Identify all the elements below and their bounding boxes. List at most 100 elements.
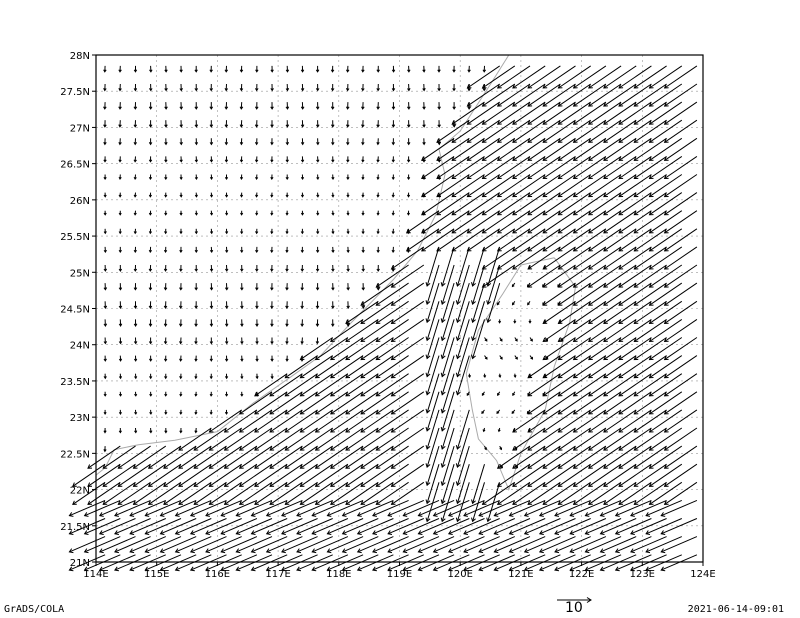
wind-vector (194, 65, 198, 73)
wind-vector (346, 192, 350, 198)
wind-vector (209, 156, 214, 163)
wind-vector (481, 228, 516, 252)
wind-vector (224, 156, 229, 163)
wind-vector (375, 445, 409, 469)
wind-vector (447, 518, 485, 535)
wind-vector (239, 120, 244, 128)
wind-vector (572, 373, 607, 397)
wind-vector (238, 409, 273, 433)
y-axis-ticks: 21N 21.5N 22N 22.5N 23N 23.5N 24N 24.5N 25N 25.5N… (60, 51, 96, 569)
wind-vector (496, 445, 531, 469)
wind-vector (527, 301, 531, 306)
wind-vector (148, 264, 153, 272)
grid-lines (95, 54, 704, 563)
wind-vector (265, 518, 303, 535)
wind-vector (238, 445, 273, 469)
wind-vector (331, 192, 335, 198)
wind-vector (422, 120, 426, 128)
wind-vector (663, 65, 698, 89)
wind-vector (311, 499, 349, 517)
wind-vector (346, 138, 350, 146)
wind-vector (618, 300, 652, 324)
wind-vector (588, 355, 622, 379)
wind-vector (164, 373, 168, 380)
wind-vector (285, 319, 289, 327)
wind-vector (240, 228, 244, 235)
wind-vector (240, 264, 244, 272)
wind-vector (630, 499, 667, 517)
wind-vector (514, 355, 518, 360)
wind-vector (360, 391, 394, 415)
wind-vector (300, 283, 304, 291)
wind-vector (270, 156, 274, 163)
wind-vector (179, 192, 183, 198)
wind-vector (114, 499, 151, 517)
wind-vector (163, 319, 168, 327)
wind-vector (270, 228, 274, 235)
wind-vector (179, 174, 183, 181)
wind-vector (542, 337, 576, 361)
wind-vector (436, 228, 470, 252)
wind-vector (330, 409, 364, 433)
wind-vector (133, 192, 137, 198)
wind-vector (618, 101, 652, 125)
wind-vector (440, 337, 455, 378)
x-axis-ticks: 114E 115E 116E 117E 118E 119E 120E 121E 122E 123E… (83, 562, 716, 580)
wind-vector (633, 264, 667, 288)
wind-vector (375, 337, 409, 361)
wind-vector (376, 83, 380, 92)
wind-vector (239, 156, 244, 163)
wind-vector (285, 210, 289, 216)
wind-vector (255, 174, 259, 181)
wind-vector (134, 373, 138, 380)
wind-vector (529, 355, 534, 360)
wind-vector (164, 192, 168, 198)
wind-vector (603, 337, 637, 361)
wind-vector (603, 210, 637, 234)
wind-vector (254, 481, 288, 505)
wind-vector (356, 536, 394, 554)
x-tick-label: 121E (508, 569, 533, 580)
wind-vector (164, 138, 168, 146)
wind-vector (102, 481, 136, 505)
wind-vector (134, 391, 138, 397)
wind-vector (315, 83, 320, 92)
wind-vector (224, 138, 229, 146)
wind-vector (405, 210, 440, 234)
wind-vector (360, 463, 394, 487)
wind-vector (210, 228, 214, 235)
wind-vector (554, 518, 591, 535)
wind-vector (345, 337, 379, 361)
wind-vector (270, 355, 274, 362)
wind-vector (527, 119, 561, 143)
wind-vector (284, 391, 318, 415)
wind-vector (603, 119, 637, 143)
wind-vector (225, 246, 229, 254)
wind-vector (603, 300, 637, 324)
wind-vector (209, 409, 213, 415)
wind-vector (103, 210, 107, 216)
wind-vector (235, 518, 273, 535)
x-tick-label: 116E (205, 569, 230, 580)
wind-vector (376, 283, 381, 291)
wind-vector (255, 373, 259, 380)
wind-vector (269, 463, 303, 487)
wind-vector (164, 65, 168, 73)
wind-vector (361, 246, 365, 254)
wind-vector (663, 427, 698, 451)
wind-vector (527, 174, 561, 198)
wind-vector (179, 156, 183, 163)
wind-vector (194, 83, 199, 92)
wind-vector (648, 101, 683, 125)
wind-vector (633, 391, 667, 415)
wind-vector (356, 499, 394, 517)
wind-vector (421, 192, 455, 216)
wind-vector (406, 156, 411, 163)
wind-vector (346, 264, 350, 272)
wind-vector (193, 445, 227, 469)
wind-vector (512, 481, 546, 505)
wind-vector (209, 192, 214, 198)
wind-vector (425, 391, 440, 432)
wind-vector (148, 319, 153, 327)
wind-vector (250, 518, 288, 535)
